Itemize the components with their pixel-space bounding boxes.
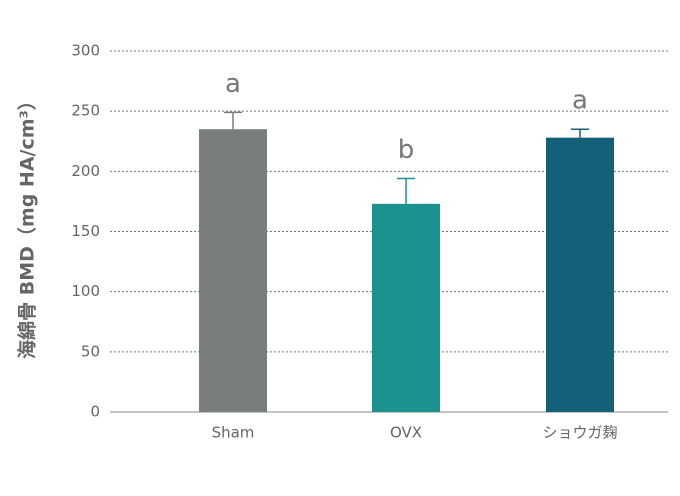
y-tick-label: 0 xyxy=(90,403,100,421)
bar xyxy=(372,203,440,412)
x-tick-label: Sham xyxy=(212,424,255,442)
x-tick-label: ショウガ麹 xyxy=(542,424,617,442)
y-tick-label: 200 xyxy=(71,162,100,180)
y-tick-label: 50 xyxy=(81,342,100,360)
bar xyxy=(199,129,267,412)
y-tick-label: 100 xyxy=(71,282,100,300)
y-tick-label: 300 xyxy=(71,42,100,60)
bar xyxy=(546,137,614,412)
y-tick-label: 250 xyxy=(71,102,100,120)
significance-letter: a xyxy=(572,86,588,116)
y-tick-label: 150 xyxy=(71,222,100,240)
significance-letter: b xyxy=(398,135,415,165)
y-axis-label: 海綿骨 BMD（mg HA/cm³） xyxy=(16,91,39,359)
significance-letter: a xyxy=(225,69,241,99)
x-tick-label: OVX xyxy=(390,424,422,442)
